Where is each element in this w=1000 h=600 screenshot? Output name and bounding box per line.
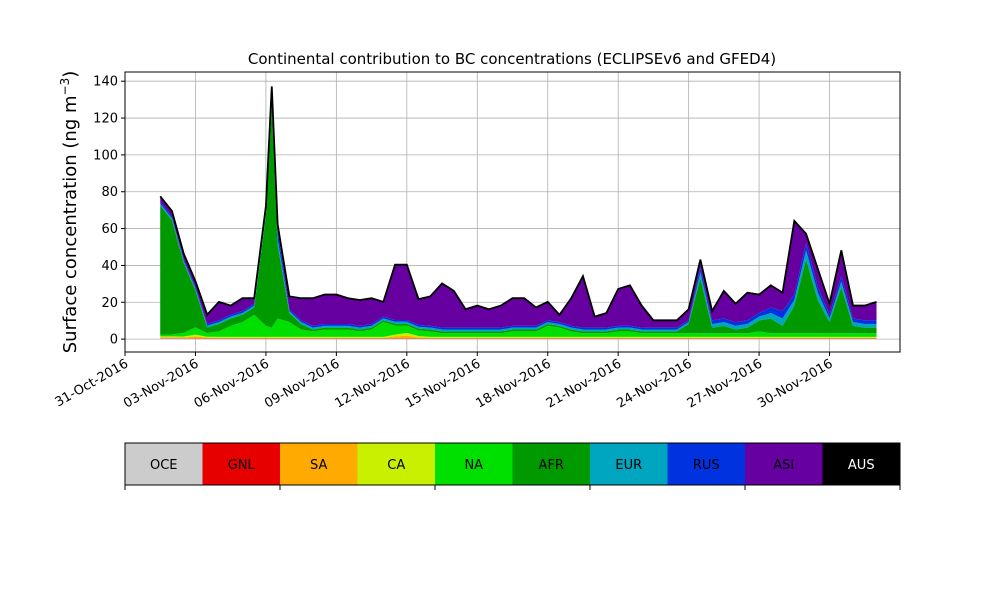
legend-label-rus: RUS: [693, 458, 720, 473]
y-axis-label-close: ): [60, 71, 81, 78]
x-tick-label: 21-Nov-2016: [544, 356, 624, 411]
legend-label-ca: CA: [387, 458, 405, 473]
x-tick-label: 27-Nov-2016: [685, 356, 765, 411]
y-tick-label: 100: [93, 148, 118, 163]
legend-label-na: NA: [464, 458, 483, 473]
chart-title: Continental contribution to BC concentra…: [248, 50, 776, 68]
colorbar-legend: OCE GNL SA CA NA AFR EUR RUS ASI AUS: [124, 442, 901, 490]
legend-swatch-sa: [280, 443, 358, 485]
legend-label-afr: AFR: [539, 458, 564, 473]
x-tick-label: 09-Nov-2016: [262, 356, 342, 411]
legend-swatch-eur: [590, 443, 668, 485]
legend-swatch-oce: [125, 443, 203, 485]
legend-label-asi: ASI: [773, 458, 794, 473]
legend-swatch-afr: [512, 443, 590, 485]
legend-swatch-asi: [745, 443, 823, 485]
legend-label-aus: AUS: [848, 458, 875, 473]
y-axis-label: Surface concentration (ng m−3): [58, 71, 81, 354]
x-tick-label: 06-Nov-2016: [192, 356, 272, 411]
y-tick-label: 120: [93, 112, 118, 127]
plot-area: 0 20 40 60 80 100 120 140 31-Oct-201603-Nov-2016…: [53, 71, 901, 411]
total-line: [159, 86, 877, 322]
x-tick-label: 30-Nov-2016: [755, 356, 835, 411]
legend-label-eur: EUR: [615, 458, 642, 473]
y-tick-label: 80: [101, 185, 118, 200]
legend-swatch-gnl: [202, 443, 280, 485]
colorbar-frame: [124, 442, 901, 486]
x-tick-label: 15-Nov-2016: [403, 356, 483, 411]
legend-swatch-na: [435, 443, 513, 485]
y-axis-label-text: Surface concentration (ng m: [60, 95, 81, 353]
y-tick-label: 60: [101, 222, 118, 237]
legend-swatch-aus: [822, 443, 900, 485]
x-tick-label: 03-Nov-2016: [121, 356, 201, 411]
area-oce: [160, 338, 877, 340]
legend-label-oce: OCE: [150, 458, 178, 473]
area-afr: [160, 106, 877, 335]
x-tick-label: 18-Nov-2016: [473, 356, 553, 411]
y-axis-label-exponent: −3: [58, 78, 72, 96]
legend-label-gnl: GNL: [228, 458, 256, 473]
y-tick-label: 20: [101, 296, 118, 311]
y-tick-label: 0: [110, 333, 118, 348]
area-ca: [160, 332, 877, 338]
x-tick-label: 12-Nov-2016: [333, 356, 413, 411]
legend-swatch-ca: [357, 443, 435, 485]
area-na: [160, 314, 877, 337]
legend-swatch-rus: [667, 443, 745, 485]
x-tick-label: 24-Nov-2016: [614, 356, 694, 411]
legend-label-sa: SA: [310, 458, 327, 473]
area-sa: [160, 335, 877, 339]
x-tick-label: 31-Oct-2016: [53, 356, 131, 410]
y-tick-label: 140: [93, 75, 118, 90]
area-gnl: [160, 338, 877, 339]
y-tick-label: 40: [101, 259, 118, 274]
plot-frame: [124, 71, 901, 353]
